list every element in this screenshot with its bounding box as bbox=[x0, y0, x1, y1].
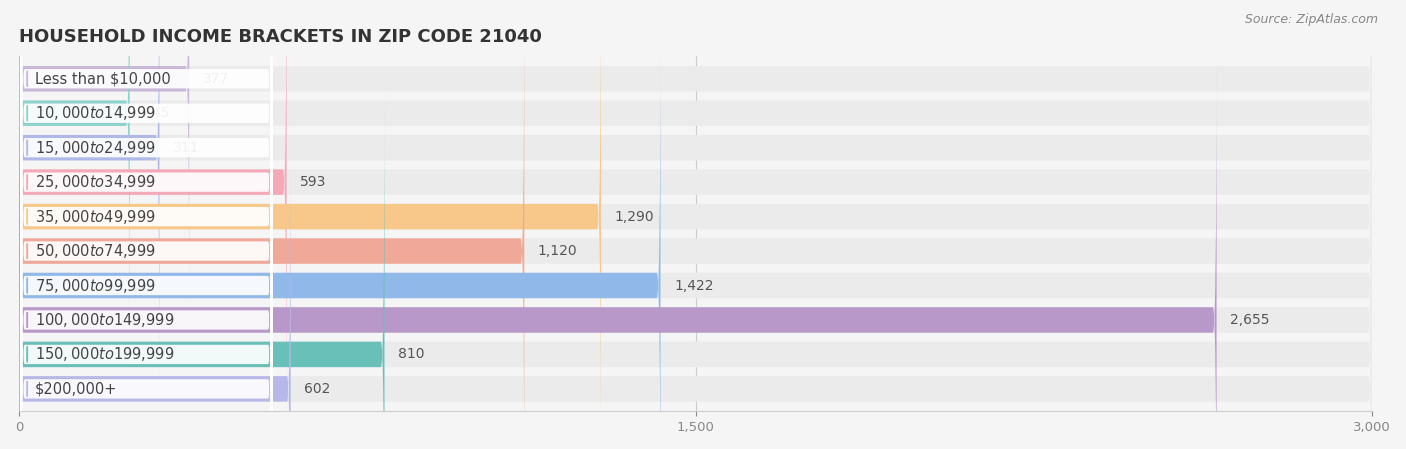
Text: 593: 593 bbox=[299, 175, 326, 189]
FancyBboxPatch shape bbox=[20, 0, 190, 342]
FancyBboxPatch shape bbox=[20, 0, 273, 449]
FancyBboxPatch shape bbox=[20, 92, 1372, 449]
FancyBboxPatch shape bbox=[20, 0, 524, 449]
FancyBboxPatch shape bbox=[20, 0, 1372, 410]
FancyBboxPatch shape bbox=[20, 0, 1372, 376]
FancyBboxPatch shape bbox=[20, 126, 291, 449]
Text: Source: ZipAtlas.com: Source: ZipAtlas.com bbox=[1244, 13, 1378, 26]
FancyBboxPatch shape bbox=[20, 0, 273, 449]
FancyBboxPatch shape bbox=[20, 126, 1372, 449]
FancyBboxPatch shape bbox=[20, 0, 273, 449]
FancyBboxPatch shape bbox=[20, 0, 1372, 449]
FancyBboxPatch shape bbox=[20, 54, 273, 449]
FancyBboxPatch shape bbox=[20, 57, 1216, 449]
Text: $100,000 to $149,999: $100,000 to $149,999 bbox=[35, 311, 174, 329]
Text: $75,000 to $99,999: $75,000 to $99,999 bbox=[35, 277, 156, 295]
FancyBboxPatch shape bbox=[20, 0, 1372, 449]
Text: $50,000 to $74,999: $50,000 to $74,999 bbox=[35, 242, 156, 260]
FancyBboxPatch shape bbox=[20, 92, 384, 449]
Text: 377: 377 bbox=[202, 72, 229, 86]
Text: $15,000 to $24,999: $15,000 to $24,999 bbox=[35, 139, 156, 157]
FancyBboxPatch shape bbox=[20, 0, 273, 449]
Text: Less than $10,000: Less than $10,000 bbox=[35, 71, 170, 86]
Text: $25,000 to $34,999: $25,000 to $34,999 bbox=[35, 173, 156, 191]
Text: 1,120: 1,120 bbox=[538, 244, 578, 258]
FancyBboxPatch shape bbox=[20, 22, 661, 449]
FancyBboxPatch shape bbox=[20, 0, 1372, 342]
FancyBboxPatch shape bbox=[20, 0, 129, 376]
Text: $35,000 to $49,999: $35,000 to $49,999 bbox=[35, 207, 156, 225]
Text: 602: 602 bbox=[304, 382, 330, 396]
Text: 810: 810 bbox=[398, 348, 425, 361]
FancyBboxPatch shape bbox=[20, 0, 273, 414]
FancyBboxPatch shape bbox=[20, 0, 287, 445]
Text: $10,000 to $14,999: $10,000 to $14,999 bbox=[35, 104, 156, 122]
Text: $150,000 to $199,999: $150,000 to $199,999 bbox=[35, 345, 174, 363]
Text: 1,290: 1,290 bbox=[614, 210, 654, 224]
FancyBboxPatch shape bbox=[20, 0, 273, 449]
Text: $200,000+: $200,000+ bbox=[35, 381, 117, 396]
FancyBboxPatch shape bbox=[20, 22, 1372, 449]
FancyBboxPatch shape bbox=[20, 0, 273, 448]
Text: 1,422: 1,422 bbox=[673, 278, 713, 292]
FancyBboxPatch shape bbox=[20, 19, 273, 449]
FancyBboxPatch shape bbox=[20, 57, 1372, 449]
FancyBboxPatch shape bbox=[20, 0, 159, 410]
Text: 2,655: 2,655 bbox=[1230, 313, 1270, 327]
Text: 245: 245 bbox=[143, 106, 170, 120]
Text: 311: 311 bbox=[173, 141, 200, 154]
FancyBboxPatch shape bbox=[20, 0, 273, 449]
FancyBboxPatch shape bbox=[20, 0, 1372, 445]
FancyBboxPatch shape bbox=[20, 0, 600, 449]
Text: HOUSEHOLD INCOME BRACKETS IN ZIP CODE 21040: HOUSEHOLD INCOME BRACKETS IN ZIP CODE 21… bbox=[20, 28, 543, 46]
